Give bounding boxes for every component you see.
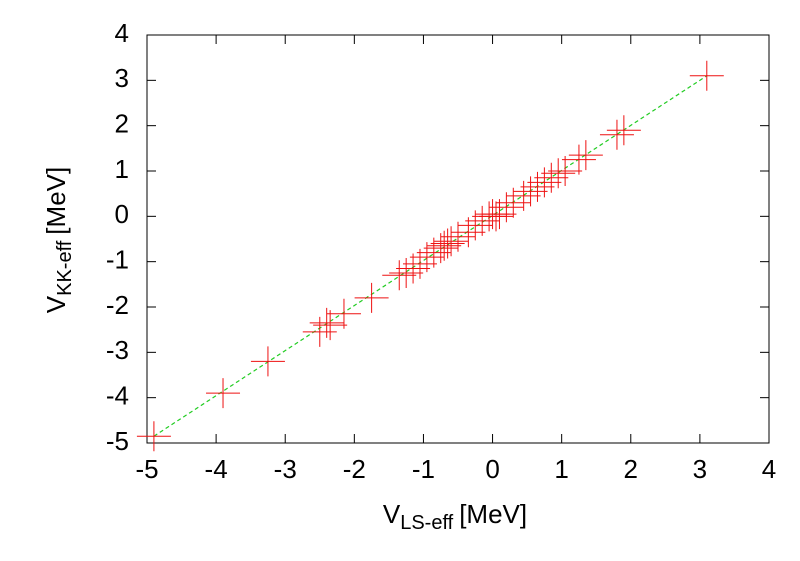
x-tick-label: 3 (693, 454, 707, 484)
x-tick-label: -4 (205, 454, 228, 484)
y-tick-label: 1 (115, 154, 129, 184)
x-axis-title: VLS-eff [MeV] (383, 499, 527, 534)
point (309, 307, 344, 338)
point (689, 60, 724, 91)
x-tick-label: 0 (485, 454, 499, 484)
point (451, 217, 486, 248)
x-tick-label: 2 (624, 454, 638, 484)
y-axis-title-sub: KK-eff (54, 240, 76, 296)
y-tick-label: -3 (106, 335, 129, 365)
point (136, 421, 171, 452)
point (496, 187, 531, 218)
point (568, 140, 603, 171)
point (489, 192, 524, 223)
point (482, 199, 517, 230)
y-axis-title-unit: [MeV] (41, 167, 71, 235)
point (434, 226, 469, 257)
point (441, 221, 475, 252)
y-tick-label: -4 (106, 381, 129, 411)
point (479, 201, 514, 232)
y-tick-label: 2 (115, 109, 129, 139)
point (513, 176, 548, 207)
x-axis-title-sub: LS-eff (400, 512, 453, 534)
point (250, 346, 285, 377)
point (541, 158, 576, 189)
y-tick-label: -5 (106, 426, 129, 456)
point (302, 316, 337, 347)
point (427, 230, 462, 261)
x-tick-label: -1 (412, 454, 435, 484)
point (534, 162, 569, 193)
plot-frame (146, 34, 770, 444)
x-tick-label: -3 (274, 454, 297, 484)
point (520, 171, 555, 202)
x-axis-title-unit: [MeV] (459, 499, 527, 529)
point (326, 298, 361, 329)
point (313, 310, 348, 341)
point (430, 228, 465, 259)
point (396, 253, 431, 284)
point (423, 233, 458, 264)
point (465, 205, 500, 236)
point (409, 242, 444, 273)
point (599, 119, 634, 150)
fit-line (153, 75, 708, 437)
y-tick-label: -1 (106, 245, 129, 275)
x-tick-label: -2 (343, 454, 366, 484)
y-tick-label: 0 (115, 199, 129, 229)
x-tick-label: -5 (135, 454, 158, 484)
point (458, 210, 493, 241)
point (416, 237, 451, 268)
point (527, 167, 562, 198)
point (548, 156, 583, 186)
y-axis-title-main: V (41, 295, 71, 313)
y-tick-label: 3 (115, 63, 129, 93)
y-axis-title: VKK-eff [MeV] (41, 167, 76, 313)
point (506, 180, 541, 211)
x-axis-title-main: V (383, 499, 401, 529)
point (561, 144, 596, 175)
point (606, 115, 641, 146)
point (382, 260, 417, 291)
point (389, 258, 424, 288)
point (354, 282, 389, 313)
point (402, 248, 437, 279)
x-tick-label: 4 (762, 454, 776, 484)
point (206, 378, 241, 409)
y-tick-label: -2 (106, 290, 129, 320)
x-tick-label: 1 (554, 454, 568, 484)
y-tick-label: 4 (115, 18, 129, 48)
